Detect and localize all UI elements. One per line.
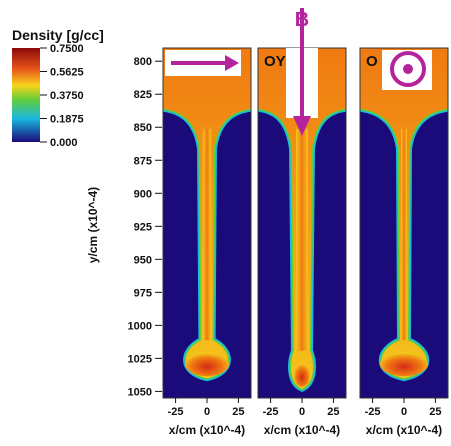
y-tick-label: 800 xyxy=(134,56,152,68)
panel-1: -25 0 25 x/cm (x10^-4) xyxy=(162,47,252,437)
y-tick-label: 975 xyxy=(134,287,152,299)
colorbar-tick-label: 0.3750 xyxy=(50,90,84,102)
x-tick-label: -25 xyxy=(263,406,279,418)
x-tick-label: 25 xyxy=(327,406,339,418)
y-tick-label: 825 xyxy=(134,89,152,101)
colorbar-scale xyxy=(12,48,40,142)
spike-cap xyxy=(185,352,229,377)
y-tick-label: 950 xyxy=(134,254,152,266)
spike-cap xyxy=(380,352,428,377)
field-arrow-head xyxy=(293,116,311,136)
y-tick-label: 1050 xyxy=(128,386,152,398)
field-dot xyxy=(403,64,413,74)
spike-stem xyxy=(202,128,212,341)
interface-edge xyxy=(163,48,251,380)
field-arrow-head xyxy=(225,55,239,71)
colorbar: Density [g/cc]0.7500 0.5625 0.3750 0.1875 0.… xyxy=(12,27,104,149)
x-tick-label: 0 xyxy=(299,406,305,418)
y-axis-label: y/cm (x10^-4) xyxy=(86,187,100,263)
x-tick-label: 25 xyxy=(232,406,244,418)
x-tick-label: -25 xyxy=(168,406,184,418)
spike-cap xyxy=(294,362,310,387)
colorbar-tick-label: 0.1875 xyxy=(50,114,84,126)
colorbar-tick-label: 0.000 xyxy=(50,137,78,149)
x-tick-label: 25 xyxy=(429,406,441,418)
interface-edge xyxy=(360,48,448,380)
y-tick-label: 850 xyxy=(134,122,152,134)
x-axis-label: x/cm (x10^-4) xyxy=(169,423,245,437)
colorbar-tick-label: 0.7500 xyxy=(50,43,84,55)
x-tick-label: -25 xyxy=(365,406,381,418)
interface-edge xyxy=(258,48,346,391)
x-axis-label: x/cm (x10^-4) xyxy=(366,423,442,437)
x-tick-label: 0 xyxy=(204,406,210,418)
x-tick-label: 0 xyxy=(401,406,407,418)
y-tick-label: 1000 xyxy=(128,320,152,332)
panel-3: O 8-25 0 25x/cm (x10^-4) xyxy=(359,47,449,437)
colorbar-title: Density [g/cc] xyxy=(12,27,104,43)
field-out-of-page-icon xyxy=(390,51,426,87)
y-tick-label: 900 xyxy=(134,188,152,200)
y-tick-label: 1025 xyxy=(128,353,152,365)
spike-stem xyxy=(401,128,407,341)
x-axis-label: x/cm (x10^-4) xyxy=(264,423,340,437)
colorbar-tick-label: 0.5625 xyxy=(50,67,84,79)
spike-stem xyxy=(296,128,308,351)
y-tick-label: 925 xyxy=(134,221,152,233)
y-tick-label: 875 xyxy=(134,155,152,167)
y-axis: 800 825 850 875 900 925 950 975 1000 1025 1050 y/cm… xyxy=(86,56,162,398)
